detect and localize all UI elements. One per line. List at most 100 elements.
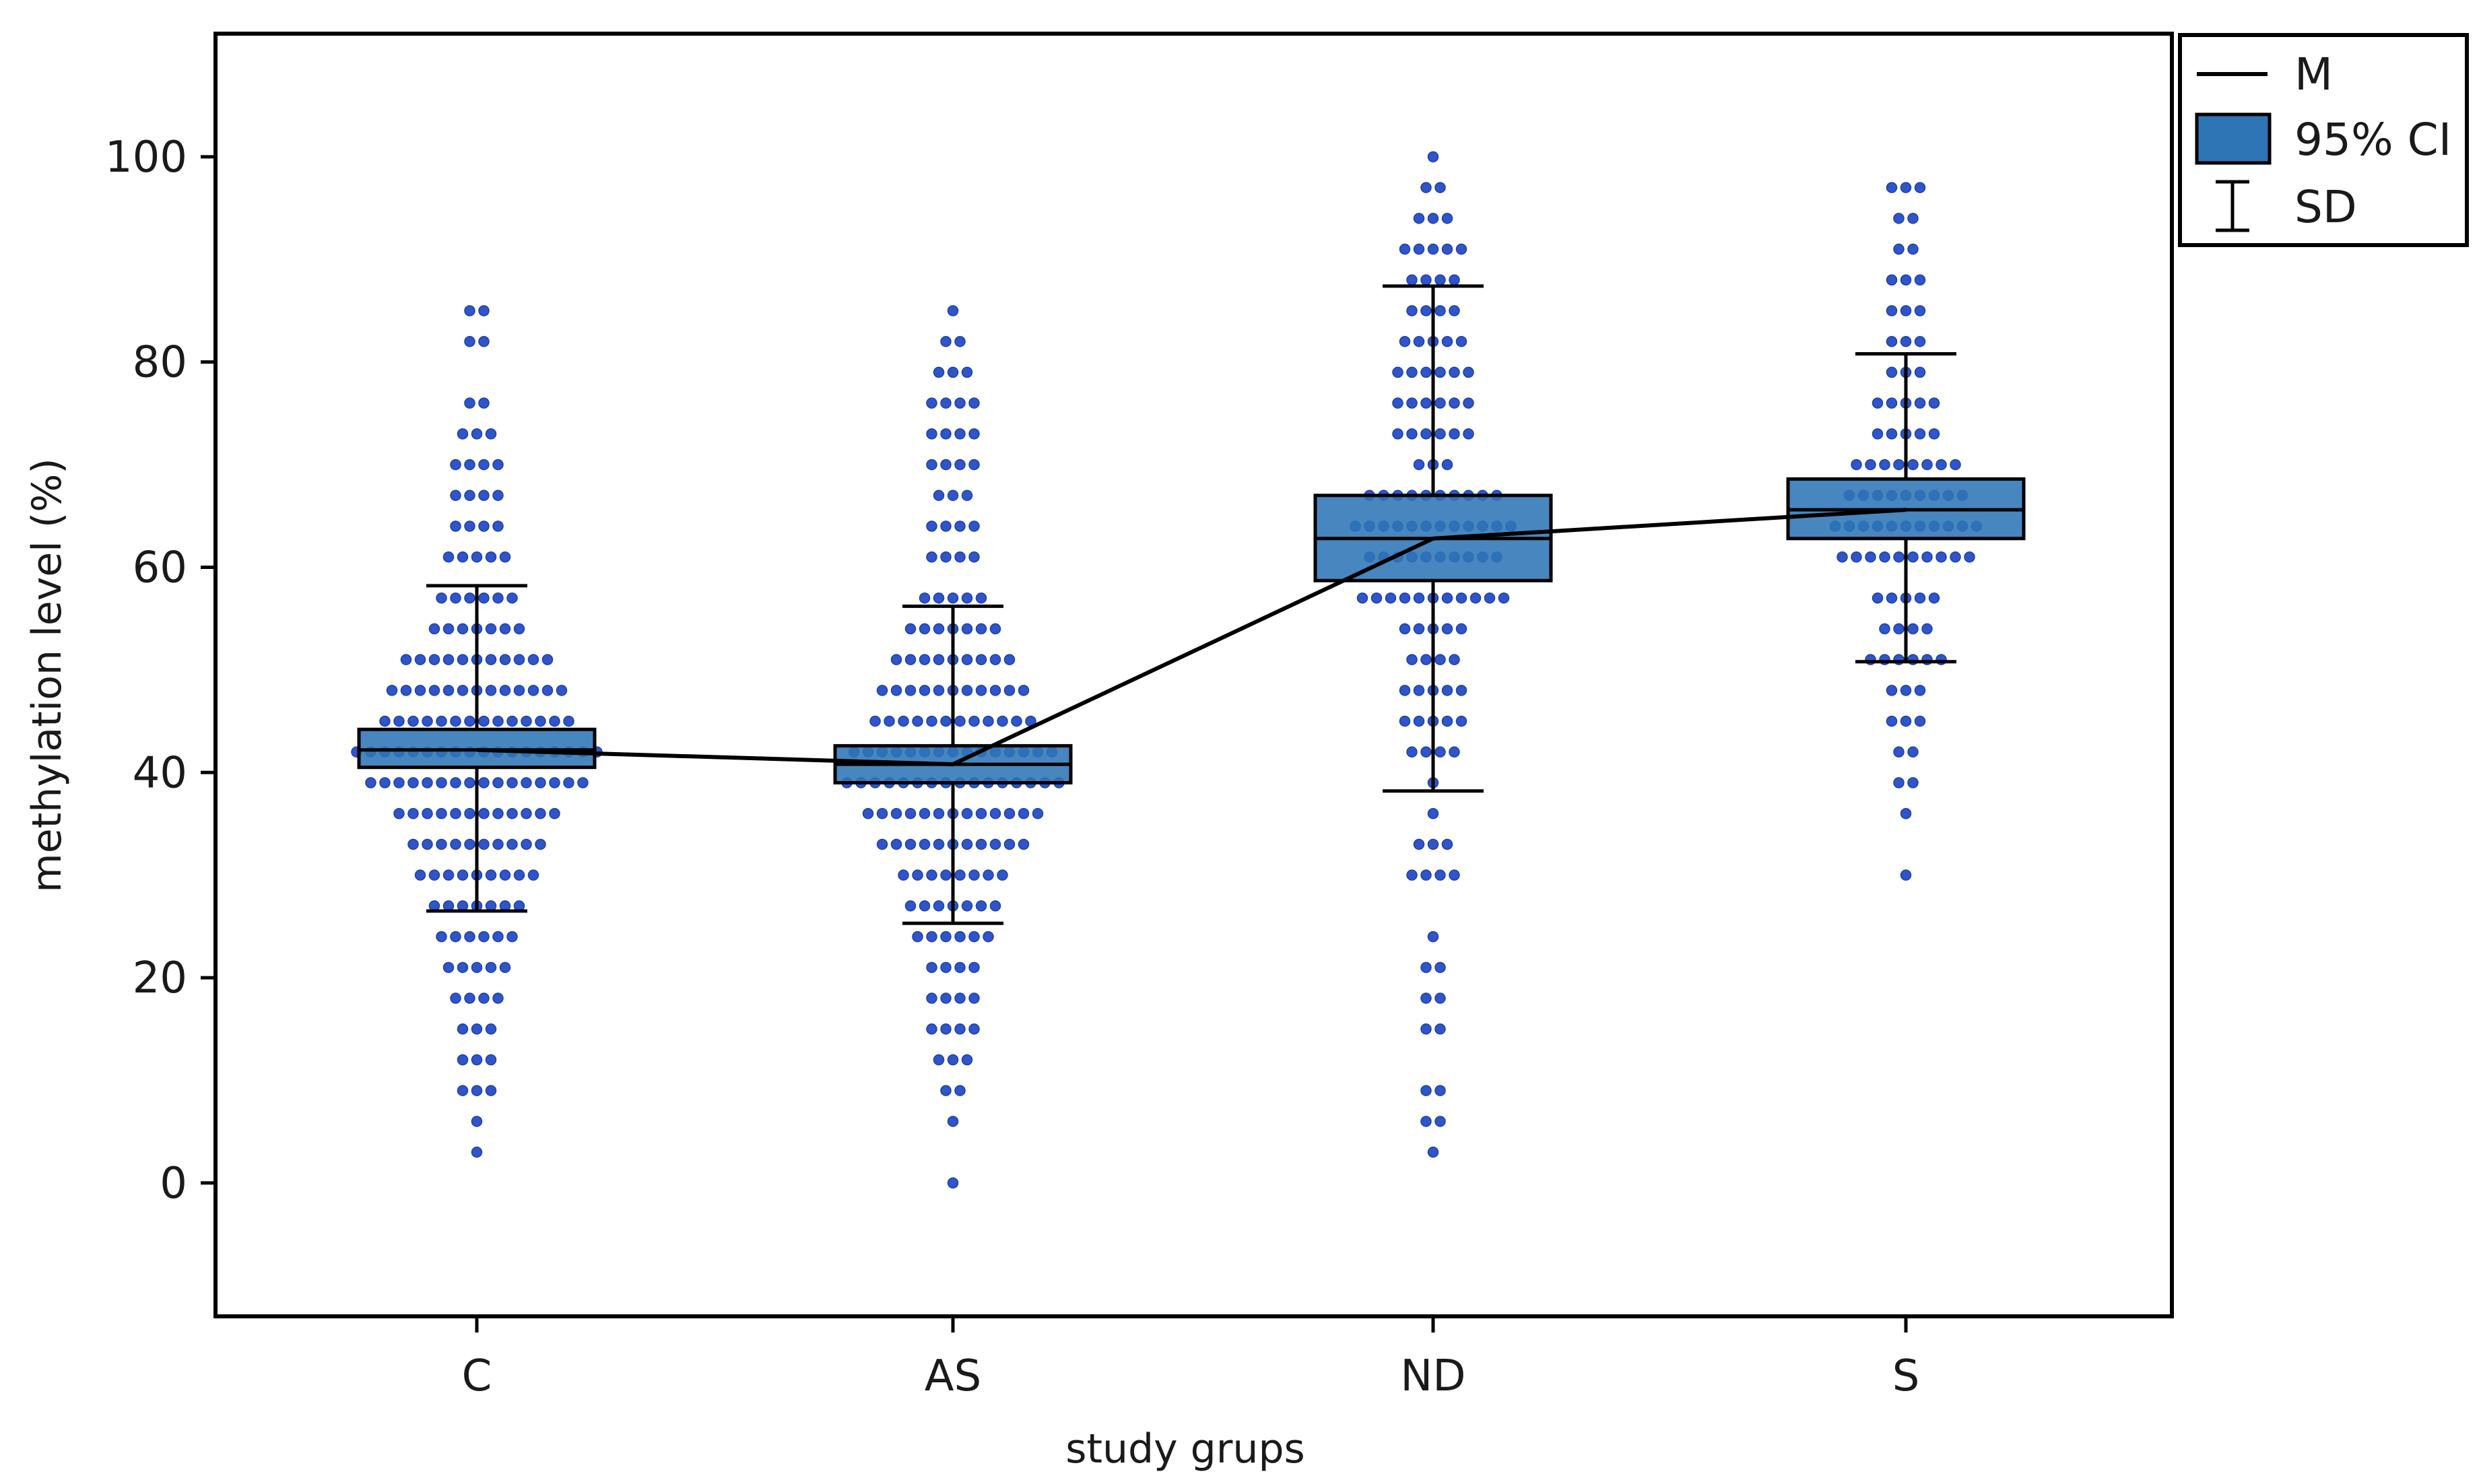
data-point: [499, 962, 511, 974]
data-point: [541, 685, 554, 696]
data-point: [1449, 428, 1460, 440]
data-point: [1399, 592, 1411, 604]
data-point: [386, 685, 398, 696]
data-point: [926, 715, 937, 727]
data-point: [1420, 428, 1432, 440]
data-point: [1886, 715, 1898, 727]
data-point: [428, 623, 440, 635]
data-point: [400, 654, 412, 665]
data-point: [1427, 151, 1439, 163]
data-point: [471, 551, 483, 563]
data-point: [492, 520, 504, 532]
data-point: [1413, 243, 1425, 255]
data-point: [464, 715, 475, 727]
data-point: [471, 1085, 483, 1096]
data-point: [365, 777, 376, 788]
data-point: [983, 715, 994, 727]
y-tick-label: 40: [133, 748, 187, 798]
data-point: [407, 715, 419, 727]
data-point: [926, 428, 937, 440]
data-point: [1914, 428, 1926, 440]
data-point: [975, 838, 987, 850]
data-point: [1872, 592, 1884, 604]
data-point: [478, 838, 490, 850]
data-point: [485, 623, 497, 635]
data-point: [464, 335, 475, 347]
data-point: [442, 685, 455, 696]
data-point: [436, 838, 447, 850]
data-point: [450, 777, 461, 788]
data-point: [1399, 243, 1411, 255]
data-point: [997, 869, 1008, 881]
data-point: [1893, 746, 1905, 758]
x-tick-label: S: [1892, 1351, 1920, 1401]
data-point: [947, 490, 959, 502]
data-point: [450, 592, 461, 604]
data-point: [499, 551, 511, 563]
data-point: [961, 366, 973, 378]
data-point: [492, 931, 504, 943]
data-point: [1434, 654, 1446, 665]
data-point: [1907, 243, 1919, 255]
data-point: [904, 685, 917, 696]
data-point: [478, 490, 490, 502]
data-point: [1886, 305, 1898, 316]
data-point: [940, 869, 952, 881]
data-point: [1420, 366, 1432, 378]
data-point: [898, 715, 909, 727]
data-point: [1427, 807, 1439, 819]
data-point: [989, 807, 1001, 819]
data-point: [1851, 459, 1862, 471]
data-point: [1928, 397, 1940, 409]
data-point: [940, 428, 952, 440]
data-point: [961, 623, 973, 635]
data-point: [954, 962, 966, 974]
data-point: [926, 1023, 937, 1035]
data-point: [997, 715, 1008, 727]
data-point: [407, 838, 419, 850]
legend-mean-label: M: [2294, 48, 2333, 100]
data-point: [1455, 623, 1467, 635]
data-point: [1011, 715, 1022, 727]
data-point: [1392, 397, 1403, 409]
data-point: [1914, 366, 1926, 378]
x-tick-label: AS: [925, 1351, 981, 1401]
data-point: [464, 490, 475, 502]
data-point: [940, 520, 952, 532]
data-point: [506, 807, 518, 819]
data-point: [989, 685, 1001, 696]
data-point: [961, 654, 973, 665]
data-point: [1420, 1116, 1432, 1127]
data-point: [450, 992, 461, 1004]
data-point: [549, 807, 560, 819]
data-point: [1921, 459, 1933, 471]
data-point: [1434, 746, 1446, 758]
data-point: [1420, 992, 1432, 1004]
data-point: [940, 551, 952, 563]
data-point: [1420, 397, 1432, 409]
data-point: [975, 654, 987, 665]
data-point: [1900, 182, 1912, 193]
data-point: [1420, 182, 1432, 193]
data-point: [1406, 654, 1418, 665]
data-point: [1886, 274, 1898, 286]
data-point: [919, 592, 931, 604]
data-point: [1420, 962, 1432, 974]
data-point: [1837, 551, 1848, 563]
data-point: [492, 715, 504, 727]
data-point: [478, 992, 490, 1004]
data-point: [457, 1054, 469, 1066]
data-point: [436, 592, 447, 604]
data-point: [1886, 592, 1898, 604]
data-point: [471, 1023, 483, 1035]
data-point: [954, 428, 966, 440]
data-point: [968, 931, 980, 943]
data-point: [422, 807, 433, 819]
data-point: [968, 715, 980, 727]
data-point: [535, 807, 546, 819]
data-point: [436, 807, 447, 819]
confidence-boxes: [357, 284, 2026, 925]
data-point: [919, 623, 931, 635]
data-point: [884, 715, 895, 727]
data-point: [422, 838, 433, 850]
